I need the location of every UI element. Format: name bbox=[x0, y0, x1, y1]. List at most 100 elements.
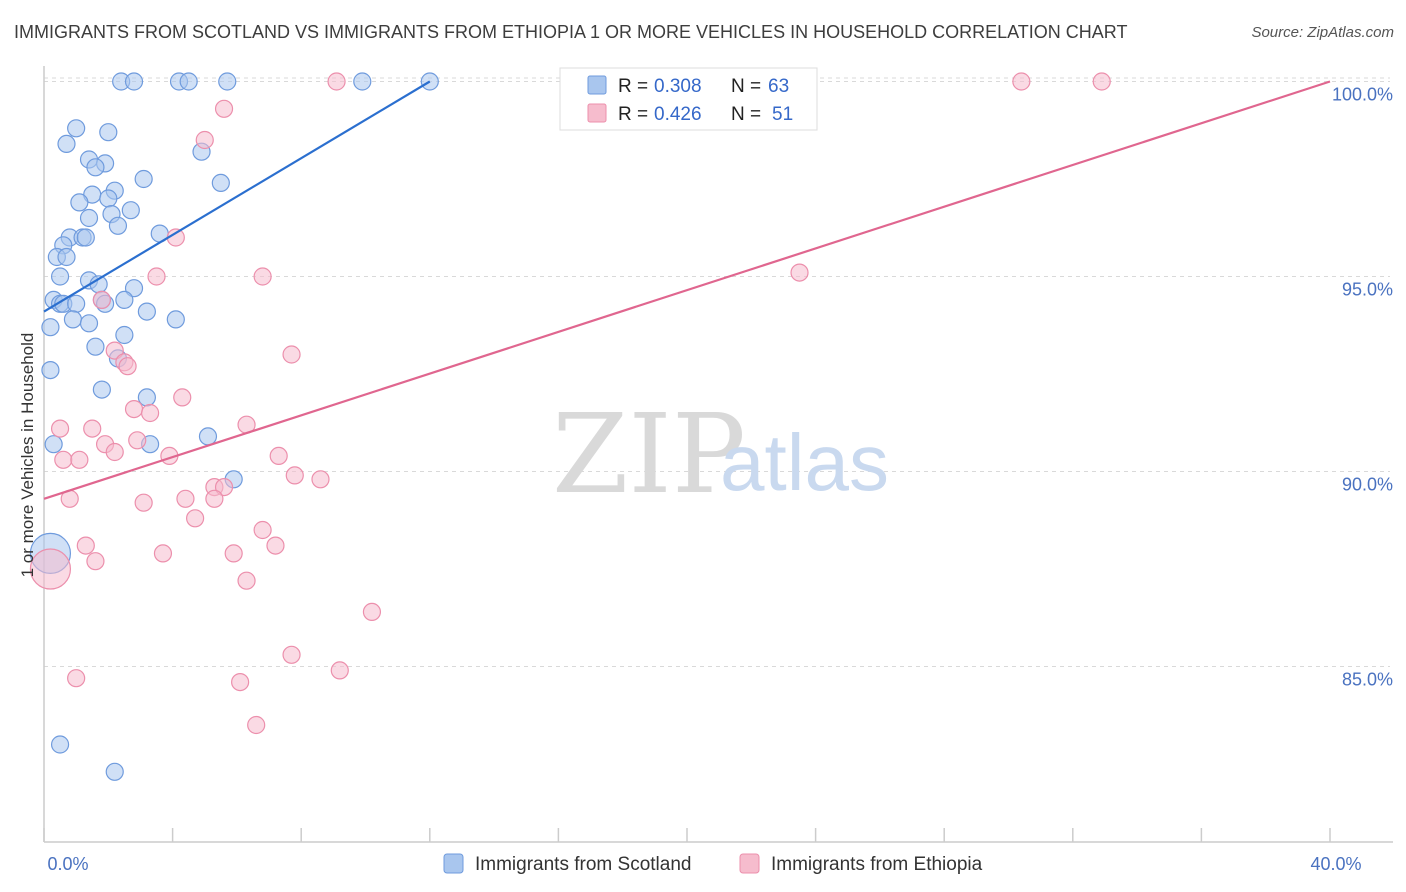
legend-box: R = 0.308 N = 63 R = 0.426 N = 51 bbox=[559, 67, 818, 131]
scotland-point bbox=[79, 314, 99, 333]
ethiopia-point bbox=[285, 466, 304, 485]
y-tick-label: 100.0% bbox=[1332, 85, 1393, 105]
scotland-point bbox=[86, 337, 105, 356]
legend-r-value-ethiopia: 0.426 bbox=[654, 104, 702, 125]
scotland-point bbox=[41, 318, 60, 337]
scotland-point bbox=[76, 228, 95, 247]
ethiopia-point bbox=[70, 450, 89, 469]
ethiopia-point bbox=[67, 669, 86, 688]
x-tick-label: 40.0% bbox=[1310, 854, 1361, 874]
ethiopia-point bbox=[54, 450, 73, 469]
scotland-point bbox=[137, 302, 156, 321]
ethiopia-point bbox=[83, 419, 102, 438]
ethiopia-point bbox=[330, 661, 349, 680]
scotland-trend-line bbox=[43, 80, 431, 313]
scotland-point bbox=[63, 310, 83, 329]
legend-n-label-scotland: N = bbox=[731, 76, 761, 97]
y-tick-label: 90.0% bbox=[1342, 475, 1393, 495]
ethiopia-point bbox=[29, 548, 72, 590]
ethiopia-point bbox=[176, 489, 195, 508]
scotland-point bbox=[108, 216, 128, 235]
scotland-point bbox=[79, 208, 99, 228]
ethiopia-point bbox=[266, 536, 285, 555]
bottom-legend-label-scotland: Immigrants from Scotland bbox=[475, 854, 691, 875]
scotland-point bbox=[115, 290, 134, 309]
scotland-point bbox=[105, 762, 124, 781]
ethiopia-point bbox=[124, 400, 144, 419]
scotland-point bbox=[353, 72, 372, 91]
legend-swatch-scotland bbox=[587, 75, 607, 95]
ethiopia-point bbox=[224, 544, 243, 563]
ethiopia-point bbox=[128, 431, 147, 450]
ethiopia-point bbox=[269, 446, 288, 465]
axis-layer: 85.0% 90.0% 95.0% 100.0% 0.0% 40.0% bbox=[43, 66, 1393, 874]
chart-title: IMMIGRANTS FROM SCOTLAND VS IMMIGRANTS F… bbox=[14, 22, 1128, 42]
trend-layer bbox=[43, 80, 1331, 500]
scotland-point bbox=[166, 310, 185, 329]
ethiopia-point bbox=[195, 130, 214, 150]
ethiopia-point bbox=[76, 536, 95, 555]
legend-swatch-ethiopia bbox=[587, 103, 607, 123]
ethiopia-point bbox=[327, 72, 346, 91]
ethiopia-point bbox=[153, 544, 173, 563]
y-axis-label: 1 or more Vehicles in Household bbox=[18, 333, 37, 578]
legend-r-value-scotland: 0.308 bbox=[654, 76, 702, 97]
legend-n-value-scotland: 63 bbox=[768, 76, 789, 97]
legend-n-value-ethiopia: 51 bbox=[772, 104, 793, 125]
ethiopia-point bbox=[134, 493, 153, 512]
x-tick-label: 0.0% bbox=[47, 854, 88, 874]
scotland-point bbox=[124, 72, 144, 91]
ethiopia-point bbox=[231, 672, 250, 692]
ethiopia-point bbox=[1092, 72, 1111, 91]
scotland-point bbox=[121, 201, 140, 220]
ethiopia-point bbox=[173, 388, 192, 407]
watermark-atlas: atlas bbox=[720, 418, 889, 507]
chart-source: Source: ZipAtlas.com bbox=[1251, 24, 1394, 41]
ethiopia-point bbox=[253, 520, 272, 540]
scotland-point bbox=[124, 279, 144, 298]
scotland-point bbox=[57, 247, 76, 267]
ethiopia-point bbox=[105, 341, 124, 360]
scotland-point bbox=[92, 380, 111, 399]
scotland-point bbox=[57, 134, 76, 153]
ethiopia-point bbox=[92, 290, 111, 309]
watermark: ZIP atlas bbox=[552, 390, 889, 518]
legend-r-label-scotland: R = bbox=[618, 76, 648, 97]
y-tick-label: 95.0% bbox=[1342, 280, 1393, 300]
ethiopia-point bbox=[105, 442, 124, 462]
scotland-point bbox=[99, 123, 118, 142]
ethiopia-point bbox=[147, 267, 166, 286]
legend-r-label-ethiopia: R = bbox=[618, 104, 648, 125]
scotland-point bbox=[99, 189, 118, 208]
scotland-point bbox=[86, 158, 105, 177]
ethiopia-point bbox=[282, 345, 301, 364]
scotland-point bbox=[50, 267, 70, 286]
ethiopia-point bbox=[214, 478, 234, 497]
scotland-point bbox=[115, 325, 134, 345]
ethiopia-point bbox=[282, 645, 301, 664]
legend-n-label-ethiopia: N = bbox=[731, 104, 761, 125]
ethiopia-point bbox=[1012, 72, 1031, 91]
ethiopia-point bbox=[140, 403, 160, 423]
scotland-point bbox=[211, 173, 230, 192]
scotland-point bbox=[41, 361, 60, 380]
scotland-point bbox=[198, 427, 218, 446]
ethiopia-point bbox=[311, 470, 330, 489]
ethiopia-point bbox=[186, 509, 205, 528]
bottom-legend-swatch-scotland bbox=[443, 853, 464, 874]
ethiopia-point bbox=[50, 419, 70, 438]
scotland-point bbox=[67, 294, 86, 313]
y-tick-label: 85.0% bbox=[1342, 670, 1393, 690]
ethiopia-point bbox=[790, 263, 809, 282]
bottom-legend-label-ethiopia: Immigrants from Ethiopia bbox=[771, 854, 983, 875]
ethiopia-point bbox=[118, 357, 137, 376]
scotland-point bbox=[70, 193, 89, 212]
ethiopia-point bbox=[86, 552, 105, 571]
scotland-point bbox=[67, 119, 86, 138]
scotland-point bbox=[218, 72, 237, 91]
bottom-legend: Immigrants from Scotland Immigrants from… bbox=[443, 853, 983, 875]
ethiopia-point bbox=[205, 489, 224, 508]
ethiopia-trend-line bbox=[43, 80, 1331, 500]
scotland-point bbox=[134, 169, 153, 189]
